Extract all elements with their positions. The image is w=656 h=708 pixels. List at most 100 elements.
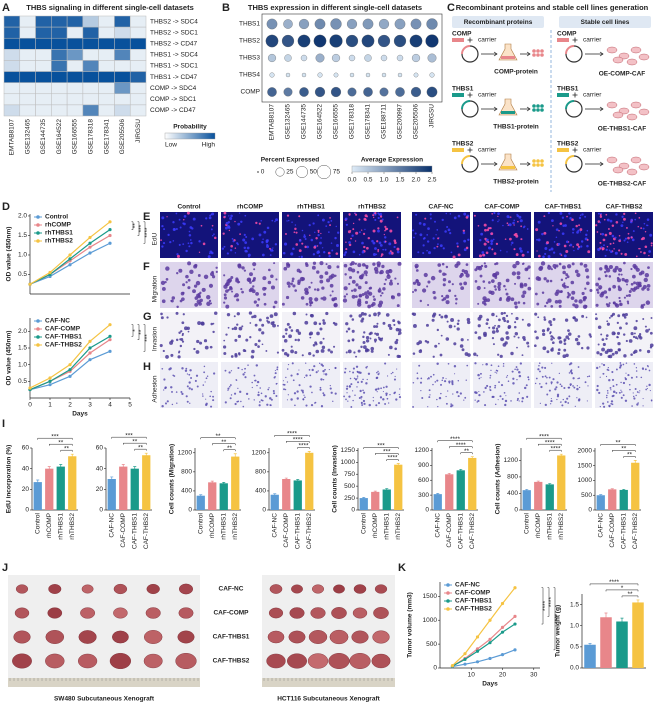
cell: [432, 290, 436, 295]
cell: [252, 262, 257, 267]
cell: [570, 280, 575, 285]
dot: [331, 53, 341, 63]
y-tick-label: 0: [188, 507, 192, 514]
micrograph: [221, 311, 280, 359]
significance-label: ****: [554, 613, 561, 624]
cell: [393, 378, 397, 381]
cell: [209, 345, 213, 349]
cell: [202, 393, 204, 395]
cell: [605, 268, 611, 273]
cell: [521, 294, 525, 298]
cell: [420, 390, 422, 392]
cell: [456, 242, 459, 245]
flask-liquid: [501, 56, 515, 59]
heatmap-cell: [66, 49, 84, 61]
cell: [286, 281, 291, 286]
cell: [331, 298, 335, 302]
cell: [283, 388, 285, 391]
cell: [630, 282, 634, 286]
cell: [178, 268, 183, 273]
tumor: [113, 607, 128, 619]
dot: [330, 18, 342, 30]
cell: [641, 287, 645, 291]
y-axis-label: OD value (450nm): [6, 227, 13, 282]
plus-sign: [467, 147, 473, 153]
cell: [234, 247, 237, 249]
bar: [534, 481, 543, 510]
cell: [441, 218, 444, 222]
cell: [487, 227, 490, 230]
cell: [485, 238, 489, 242]
cell: [513, 224, 515, 226]
data-point: [513, 614, 517, 619]
cell: [509, 237, 512, 241]
dot: [267, 87, 277, 97]
cell: [610, 400, 614, 403]
panel-label: C: [447, 2, 455, 14]
cell: [360, 229, 363, 231]
cell: [180, 330, 183, 333]
cell: [561, 232, 565, 236]
heatmap-cell: [114, 60, 131, 72]
cell: [188, 387, 191, 390]
heatmap-cell: [98, 71, 115, 83]
cell: [166, 400, 169, 403]
cell: [426, 234, 429, 236]
cell: [244, 214, 247, 217]
cell: [463, 269, 469, 275]
cell: [298, 215, 301, 218]
cell: [628, 339, 633, 343]
cell: [608, 405, 611, 408]
cell: [309, 313, 314, 318]
bar: [619, 489, 628, 510]
cell: [211, 251, 214, 255]
cell: [648, 383, 651, 387]
cell: [644, 272, 650, 278]
heatmap-cell: [35, 15, 52, 28]
cell: [559, 383, 562, 386]
cell: [239, 390, 242, 393]
cell: [539, 402, 541, 404]
cell: [430, 375, 432, 378]
cell: [237, 264, 242, 269]
cell: [489, 374, 492, 377]
product-label: THBS2-protein: [493, 179, 539, 186]
cell: [230, 370, 233, 372]
cell: [229, 286, 233, 291]
cell: [352, 228, 355, 231]
cell: [610, 250, 613, 254]
cell: [567, 264, 572, 269]
cell: [382, 386, 385, 389]
legend-label: CAF-NC: [455, 582, 480, 589]
protein: [540, 163, 544, 167]
cell: [441, 379, 444, 382]
cell: [347, 400, 349, 402]
cell: [260, 392, 263, 395]
cell: [185, 367, 188, 370]
cell: [366, 365, 368, 368]
significance-bracket: [131, 221, 134, 230]
cell: [344, 273, 347, 276]
cell: [381, 264, 385, 269]
cell: [210, 322, 213, 326]
cell: [185, 395, 188, 398]
significance-label: ****: [298, 443, 309, 450]
cell: [295, 243, 299, 246]
cell: [291, 277, 295, 281]
cell: [376, 322, 379, 325]
significance-bracket: [200, 437, 236, 440]
error-bar: [470, 456, 474, 460]
cell: [618, 249, 621, 252]
data-point: [475, 649, 480, 653]
y-tick-label: 1250: [341, 447, 356, 454]
cell: [486, 384, 489, 388]
data-point: [463, 652, 467, 656]
cell: [599, 241, 602, 244]
cell: [462, 231, 466, 235]
cell: [198, 240, 201, 243]
cell: [181, 321, 185, 325]
cell: [433, 247, 436, 250]
cell: [397, 321, 401, 325]
cell: [312, 222, 315, 225]
tumor: [352, 607, 368, 619]
